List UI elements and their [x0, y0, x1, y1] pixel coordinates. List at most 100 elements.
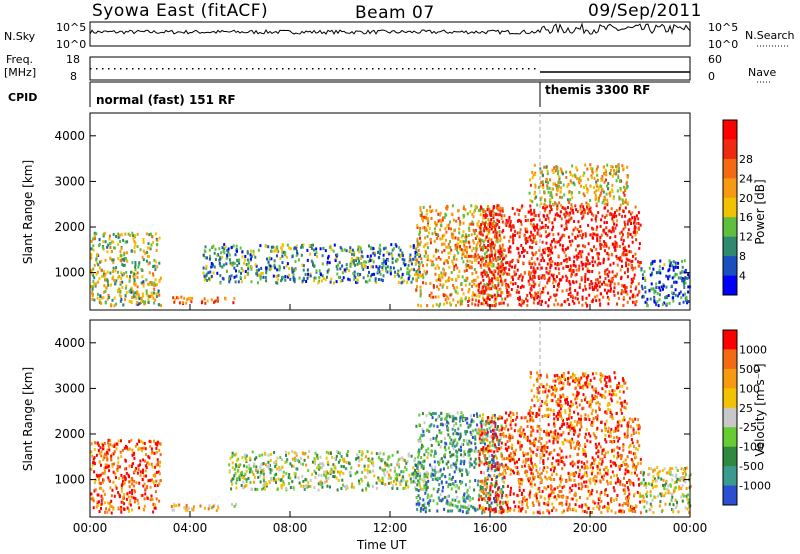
echo-cell: [427, 453, 430, 457]
echo-cell: [554, 240, 557, 244]
echo-cell: [570, 207, 573, 211]
echo-cell: [219, 281, 222, 285]
echo-cell: [157, 291, 160, 295]
echo-cell: [491, 444, 494, 448]
echo-cell: [249, 253, 252, 257]
echo-cell: [144, 251, 147, 255]
echo-cell: [141, 471, 144, 474]
echo-cell: [387, 477, 390, 481]
echo-cell: [92, 506, 95, 510]
echo-cell: [522, 301, 525, 305]
echo-cell: [580, 276, 583, 279]
echo-cell: [486, 438, 489, 442]
echo-cell: [448, 412, 451, 416]
echo-cell: [148, 439, 151, 443]
echo-cell: [266, 257, 268, 261]
echo-cell: [455, 422, 458, 426]
echo-cell: [551, 251, 554, 255]
echo-cell: [608, 229, 611, 233]
echo-cell: [535, 292, 538, 296]
echo-cell: [171, 508, 174, 512]
echo-cell: [375, 452, 378, 456]
echo-cell: [644, 286, 647, 289]
echo-cell: [532, 285, 535, 289]
echo-cell: [378, 452, 381, 456]
echo-cell: [103, 454, 106, 458]
echo-cell: [604, 202, 607, 206]
echo-cell: [627, 244, 630, 248]
echo-cell: [459, 221, 462, 225]
echo-cell: [127, 509, 130, 513]
echo-cell: [521, 284, 524, 288]
echo-cell: [327, 476, 330, 480]
echo-cell: [203, 274, 206, 278]
echo-cell: [532, 266, 535, 270]
echo-cell: [136, 301, 139, 304]
echo-cell: [238, 258, 241, 262]
echo-cell: [459, 459, 462, 463]
echo-cell: [135, 296, 138, 300]
echo-cell: [448, 435, 451, 439]
echo-cell: [228, 253, 231, 257]
echo-cell: [429, 281, 432, 285]
echo-cell: [589, 163, 592, 167]
echo-cell: [241, 471, 243, 474]
echo-cell: [416, 253, 418, 256]
echo-cell: [496, 204, 499, 208]
echo-cell: [444, 227, 447, 231]
echo-cell: [606, 203, 609, 207]
echo-cell: [471, 272, 474, 276]
echo-cell: [473, 449, 476, 453]
echo-cell: [546, 172, 549, 176]
echo-cell: [478, 285, 481, 289]
echo-cell: [475, 249, 478, 253]
echo-cell: [416, 239, 419, 243]
echo-cell: [578, 244, 581, 248]
echo-cell: [294, 260, 297, 263]
echo-cell: [98, 300, 101, 304]
echo-cell: [439, 224, 442, 227]
echo-cell: [150, 281, 153, 284]
echo-cell: [110, 494, 113, 498]
echo-cell: [425, 227, 427, 231]
echo-cell: [296, 250, 298, 253]
echo-cell: [545, 266, 548, 270]
echo-cell: [554, 262, 557, 266]
echo-cell: [226, 253, 229, 257]
echo-cell: [455, 432, 458, 436]
echo-cell: [447, 509, 450, 513]
echo-cell: [496, 291, 499, 294]
echo-cell: [624, 223, 626, 226]
echo-cell: [282, 276, 285, 279]
echo-cell: [256, 273, 259, 277]
echo-cell: [313, 264, 316, 268]
echo-cell: [631, 268, 634, 272]
echo-cell: [638, 242, 641, 246]
echo-cell: [682, 280, 685, 284]
echo-cell: [484, 264, 487, 268]
echo-cell: [221, 276, 224, 280]
echo-cell: [472, 210, 475, 214]
echo-cell: [567, 206, 569, 209]
echo-cell: [423, 486, 426, 490]
echo-cell: [401, 272, 404, 276]
echo-cell: [568, 257, 571, 261]
echo-cell: [110, 250, 113, 254]
echo-cell: [574, 264, 577, 268]
echo-cell: [367, 260, 370, 263]
echo-cell: [487, 466, 490, 470]
echo-cell: [477, 253, 480, 257]
echo-cell: [476, 429, 479, 433]
echo-cell: [139, 474, 142, 478]
echo-cell: [262, 472, 265, 476]
echo-cell: [644, 290, 647, 294]
echo-cell: [612, 195, 615, 199]
echo-cell: [345, 487, 348, 491]
echo-cell: [211, 245, 214, 249]
echo-cell: [149, 485, 152, 489]
echo-cell: [113, 296, 116, 300]
echo-cell: [428, 500, 431, 503]
echo-cell: [682, 300, 685, 304]
echo-cell: [546, 281, 549, 285]
echo-cell: [500, 434, 503, 438]
